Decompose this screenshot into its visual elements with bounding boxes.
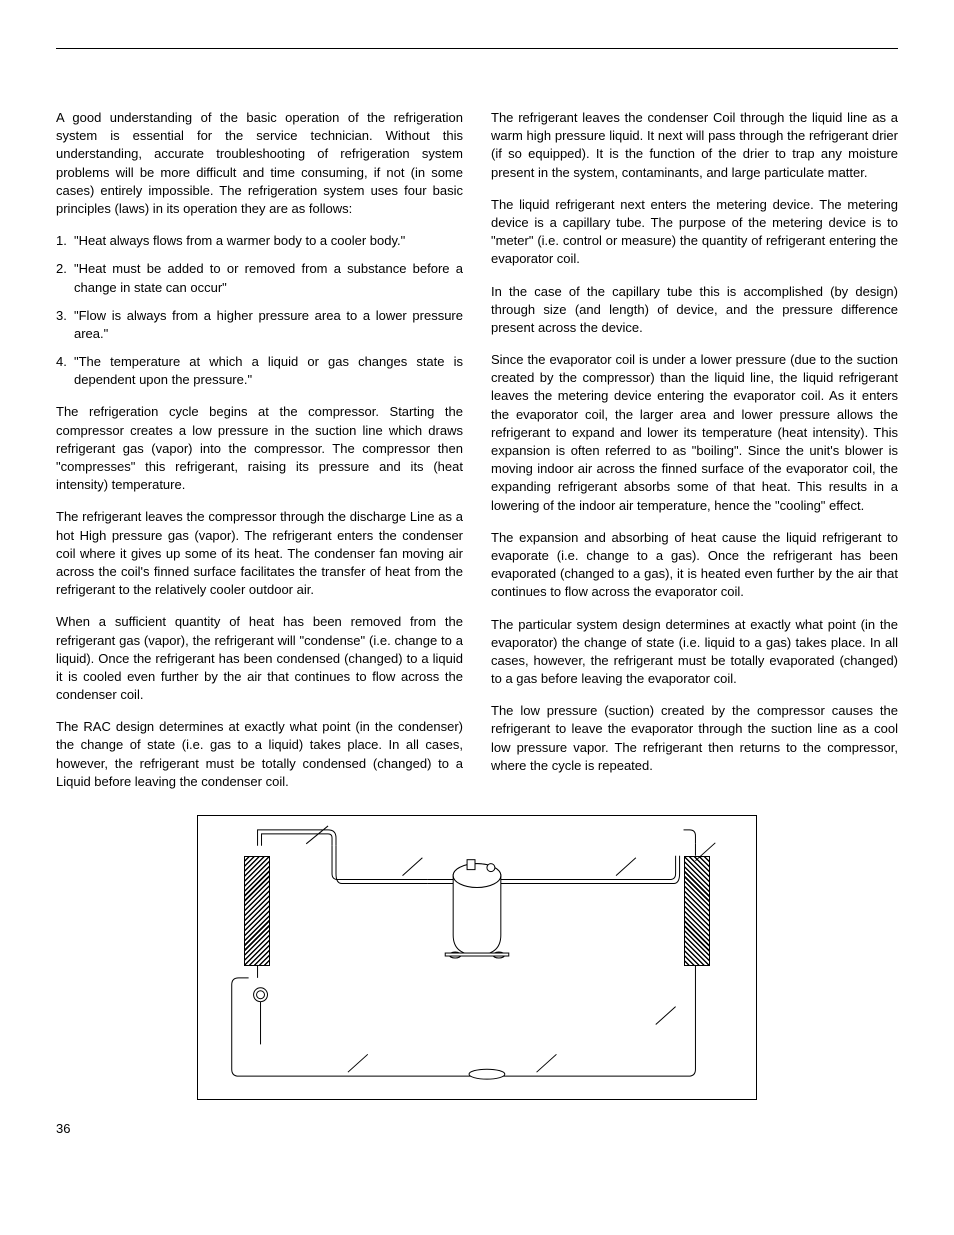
body-paragraph: Since the evaporator coil is under a low… bbox=[491, 351, 898, 515]
principle-item: 1."Heat always flows from a warmer body … bbox=[74, 232, 463, 250]
body-paragraph: The refrigerant leaves the compressor th… bbox=[56, 508, 463, 599]
body-paragraph: The particular system design determines … bbox=[491, 616, 898, 689]
principle-item: 2."Heat must be added to or removed from… bbox=[74, 260, 463, 296]
body-paragraph: The refrigeration cycle begins at the co… bbox=[56, 403, 463, 494]
refrigeration-cycle-diagram bbox=[197, 815, 757, 1100]
body-paragraph: The expansion and absorbing of heat caus… bbox=[491, 529, 898, 602]
piping-schematic-icon bbox=[198, 816, 756, 1099]
principle-item: 3."Flow is always from a higher pressure… bbox=[74, 307, 463, 343]
left-column: A good understanding of the basic operat… bbox=[56, 109, 463, 805]
intro-paragraph: A good understanding of the basic operat… bbox=[56, 109, 463, 218]
content-columns: A good understanding of the basic operat… bbox=[56, 109, 898, 805]
body-paragraph: When a sufficient quantity of heat has b… bbox=[56, 613, 463, 704]
principle-item: 4."The temperature at which a liquid or … bbox=[74, 353, 463, 389]
header-rule bbox=[56, 48, 898, 49]
body-paragraph: The low pressure (suction) created by th… bbox=[491, 702, 898, 775]
right-column: The refrigerant leaves the condenser Coi… bbox=[491, 109, 898, 805]
body-paragraph: The liquid refrigerant next enters the m… bbox=[491, 196, 898, 269]
principles-list: 1."Heat always flows from a warmer body … bbox=[56, 232, 463, 389]
diagram-container bbox=[56, 815, 898, 1100]
body-paragraph: The refrigerant leaves the condenser Coi… bbox=[491, 109, 898, 182]
body-paragraph: In the case of the capillary tube this i… bbox=[491, 283, 898, 338]
page-number: 36 bbox=[56, 1120, 898, 1138]
body-paragraph: The RAC design determines at exactly wha… bbox=[56, 718, 463, 791]
